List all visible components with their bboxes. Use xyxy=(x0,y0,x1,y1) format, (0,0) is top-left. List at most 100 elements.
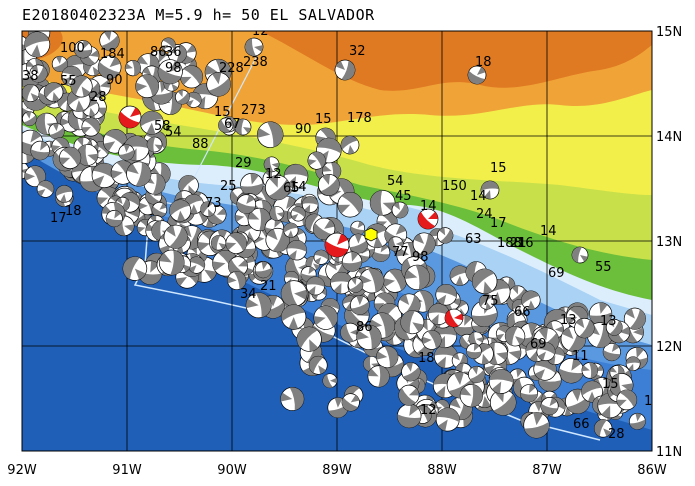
beachball-icon xyxy=(401,362,421,382)
beachball-icon xyxy=(158,249,185,276)
depth-label: 188 xyxy=(497,236,522,251)
depth-label: 98 xyxy=(165,61,182,76)
beachball-icon xyxy=(602,342,621,362)
epicenter-marker-icon xyxy=(364,227,378,242)
depth-label: 36 xyxy=(165,45,182,60)
beachball-icon xyxy=(178,175,199,196)
beachball-icon xyxy=(308,355,328,375)
beachball-icon xyxy=(175,89,190,105)
beachball-icon xyxy=(36,180,55,198)
depth-label: 13 xyxy=(600,314,617,329)
beachball-icon xyxy=(623,307,646,330)
depth-label: 55 xyxy=(60,74,77,89)
beachball-icon xyxy=(350,295,370,315)
beachball-icon xyxy=(363,355,380,372)
focal-mechanisms xyxy=(22,31,649,439)
beachball-icon xyxy=(135,74,160,99)
map-title: E20180402323A M=5.9 h= 50 EL SALVADOR xyxy=(22,6,375,24)
depth-label: 69 xyxy=(548,266,565,281)
beachball-icon xyxy=(59,146,82,169)
x-tick-label: 91W xyxy=(112,463,142,478)
beachball-icon xyxy=(296,326,322,352)
beachball-icon xyxy=(468,331,484,347)
depth-label: 77 xyxy=(392,245,409,260)
depth-label: 238 xyxy=(243,55,268,70)
depth-label: 73 xyxy=(205,196,222,211)
beachball-icon xyxy=(118,144,135,161)
depth-label: 17 xyxy=(50,211,67,226)
depth-label: 273 xyxy=(241,103,266,118)
beachball-icon xyxy=(22,83,40,102)
beachball-icon xyxy=(206,72,231,97)
beachball-icon xyxy=(369,190,396,216)
beachball-icon xyxy=(22,111,37,127)
beachball-icon xyxy=(520,384,539,403)
beachball-icon xyxy=(169,199,192,222)
depth-label: 66 xyxy=(573,417,590,432)
depth-label: 58 xyxy=(154,119,171,134)
depth-label: 88 xyxy=(192,137,209,152)
beachball-icon xyxy=(227,270,247,291)
beachball-icon xyxy=(337,192,363,218)
beachball-icon xyxy=(421,330,442,350)
beachball-icon xyxy=(281,304,307,330)
x-axis-ticks: 92W 91W 90W 89W 88W 87W 86W xyxy=(7,463,667,478)
beachball-icon xyxy=(234,118,252,136)
beachball-icon xyxy=(307,151,326,170)
depth-label: 15 xyxy=(602,377,619,392)
beachball-icon xyxy=(444,308,464,328)
beachball-icon xyxy=(30,140,50,161)
beachball-icon xyxy=(404,264,430,291)
depth-label: 228 xyxy=(219,61,244,76)
x-tick-label: 90W xyxy=(217,463,247,478)
beachball-icon xyxy=(163,224,188,249)
beachball-icon xyxy=(185,91,202,108)
beachball-icon xyxy=(341,251,363,272)
depth-label: 18 xyxy=(65,204,82,219)
beachball-icon xyxy=(236,194,257,214)
beachball-icon xyxy=(97,55,122,79)
y-tick-label: 11N xyxy=(656,445,682,460)
beachball-icon xyxy=(523,412,550,439)
x-tick-label: 87W xyxy=(532,463,562,478)
beachball-icon xyxy=(160,37,176,53)
beachball-icon xyxy=(435,283,458,306)
beachball-icon xyxy=(397,403,422,429)
depth-label: 54 xyxy=(387,174,404,189)
depth-label: 67 xyxy=(224,117,241,132)
beachball-icon xyxy=(317,173,340,196)
beachball-icon xyxy=(283,163,309,189)
beachball-icon xyxy=(55,185,74,203)
depth-label: 21 xyxy=(510,236,527,251)
beachball-icon xyxy=(245,292,272,319)
beachball-icon xyxy=(151,202,168,218)
beachball-icon xyxy=(322,373,338,389)
beachball-icon xyxy=(200,201,216,217)
beachball-icon xyxy=(388,236,404,252)
beachball-icon xyxy=(290,206,306,222)
beachball-icon xyxy=(139,110,164,135)
depth-label: 15 xyxy=(214,105,231,120)
depth-label: 13 xyxy=(560,313,577,328)
beachball-icon xyxy=(616,389,638,411)
beachball-icon xyxy=(324,232,350,258)
peak-area xyxy=(260,31,652,91)
beachball-icon xyxy=(313,305,338,330)
beachball-icon xyxy=(91,162,117,189)
beachball-icon xyxy=(412,232,436,256)
beachball-icon xyxy=(256,121,284,148)
depth-label: 25 xyxy=(220,179,237,194)
beachball-icon xyxy=(244,37,264,57)
beachball-icon xyxy=(356,324,382,351)
x-tick-label: 86W xyxy=(637,463,667,478)
depth-label: 24 xyxy=(476,207,493,222)
beachball-icon xyxy=(347,277,364,293)
depth-label: 18 xyxy=(475,55,492,70)
beachball-icon xyxy=(383,268,408,293)
beachball-icon xyxy=(466,343,482,359)
beachball-icon xyxy=(157,59,183,85)
depth-label: 14 xyxy=(540,224,557,239)
beachball-icon xyxy=(330,271,353,295)
beachball-icon xyxy=(605,318,623,336)
